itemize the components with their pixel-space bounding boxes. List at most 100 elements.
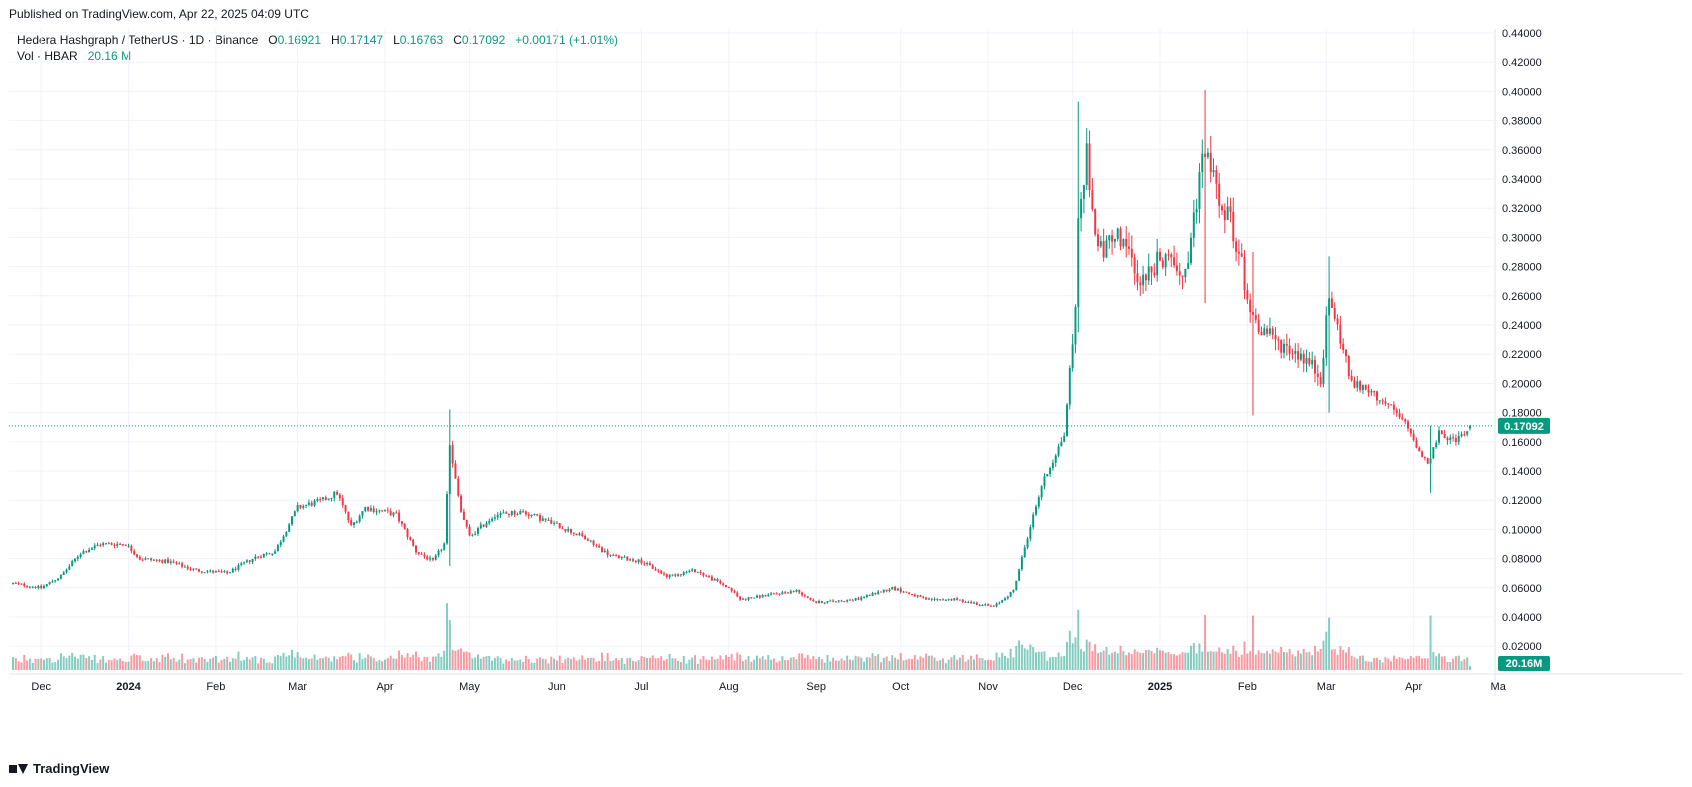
volume-bar [1440,656,1443,670]
candle-body [333,491,336,498]
volume-bar [978,657,981,670]
candle-body [989,605,992,607]
open-label: O [268,33,278,47]
volume-bar [248,659,251,670]
candle-body [1305,358,1308,364]
volume-bar [1144,650,1147,670]
volume-bar [231,658,234,670]
volume-bar [127,661,130,670]
candle-body [254,556,257,559]
candle-body [756,595,758,598]
volume-bar [437,653,440,670]
volume-bar [316,659,319,670]
volume-bar [133,653,136,670]
candle-body [1268,328,1271,334]
volume-bar [1094,644,1097,670]
candle-body [620,556,623,559]
candle-body [198,569,200,572]
volume-bar [1268,653,1271,670]
volume-bar [716,658,719,670]
volume-bar [1223,653,1226,670]
volume-bar [406,653,409,670]
volume-bar [23,654,26,670]
candle-body [857,598,860,600]
volume-bar [1452,658,1455,670]
candle-body [623,556,626,558]
volume-bar [1280,646,1283,670]
volume-bar [592,657,595,670]
volume-bar [581,655,584,670]
volume-bar [933,657,936,670]
candlestick-chart[interactable]: 0.17092 20.16M 0.44000 0.42000 0.40000 0.380… [9,29,1683,749]
volume-bar [688,659,691,670]
candle-body [736,592,739,597]
volume-bar [1043,651,1046,670]
volume-bar [1361,655,1364,670]
tradingview-footer[interactable]: TradingView [9,761,109,776]
volume-bar [953,655,956,670]
volume-bar [155,658,158,670]
candle-body [1460,434,1463,437]
volume-bar [1446,662,1449,670]
high-label: H [331,33,340,47]
volume-bar [572,657,575,670]
volume-bar [34,658,37,670]
volume-bar [1322,640,1325,670]
candle-body [1435,442,1438,448]
candle-body [285,531,288,537]
volume-bar [420,660,423,670]
candle-body [322,497,324,500]
volume-bar [691,657,694,670]
volume-bar [851,660,854,670]
volume-bar [944,663,947,670]
candle-body [1257,319,1260,332]
close-value: 0.17092 [461,33,506,47]
volume-label[interactable]: Vol · HBAR [17,49,78,63]
volume-bar [1347,647,1350,670]
candle-body [882,589,885,593]
volume-bar [412,654,415,670]
candle-body [378,510,381,512]
volume-bar [1266,650,1269,670]
volume-bar [1004,656,1006,670]
price-tick-label: 0.22000 [1502,349,1542,361]
volume-bar [570,658,572,670]
candle-body [772,593,775,595]
chart-area[interactable]: 0.17092 20.16M 0.44000 0.42000 0.40000 0.380… [9,29,1683,749]
candle-body [1085,143,1088,185]
price-tick-label: 0.42000 [1502,57,1542,69]
volume-bar [119,658,122,670]
candle-body [733,591,736,593]
candle-body [1043,476,1046,487]
candle-body [477,528,479,534]
candle-body [20,583,23,585]
candle-body [815,601,818,603]
volume-bar [902,660,905,670]
volume-bar [358,653,361,670]
volume-bar [386,658,389,670]
volume-bar [942,658,944,670]
volume-bar [271,663,274,670]
candle-body [1097,234,1099,247]
volume-bar [251,657,254,670]
candle-body [234,568,237,570]
candle-body [400,521,403,524]
volume-bar [713,659,716,670]
candle-body [274,551,277,554]
volume-bar [612,660,615,670]
candle-body [1339,324,1342,344]
volume-bar [1167,652,1170,670]
candle-body [1285,344,1288,346]
candle-body [1221,205,1223,211]
candle-body [375,511,378,513]
volume-bar [789,657,792,670]
candle-body [144,558,147,560]
volume-bar [1164,652,1167,670]
volume-bar [237,651,240,670]
price-tick-label: 0.10000 [1502,524,1542,536]
volume-bar [896,659,899,670]
volume-bar [1252,615,1254,670]
symbol-name[interactable]: Hedera Hashgraph / TetherUS · 1D · Binan… [17,33,259,47]
candle-body [310,502,313,506]
volume-bar [663,660,665,670]
